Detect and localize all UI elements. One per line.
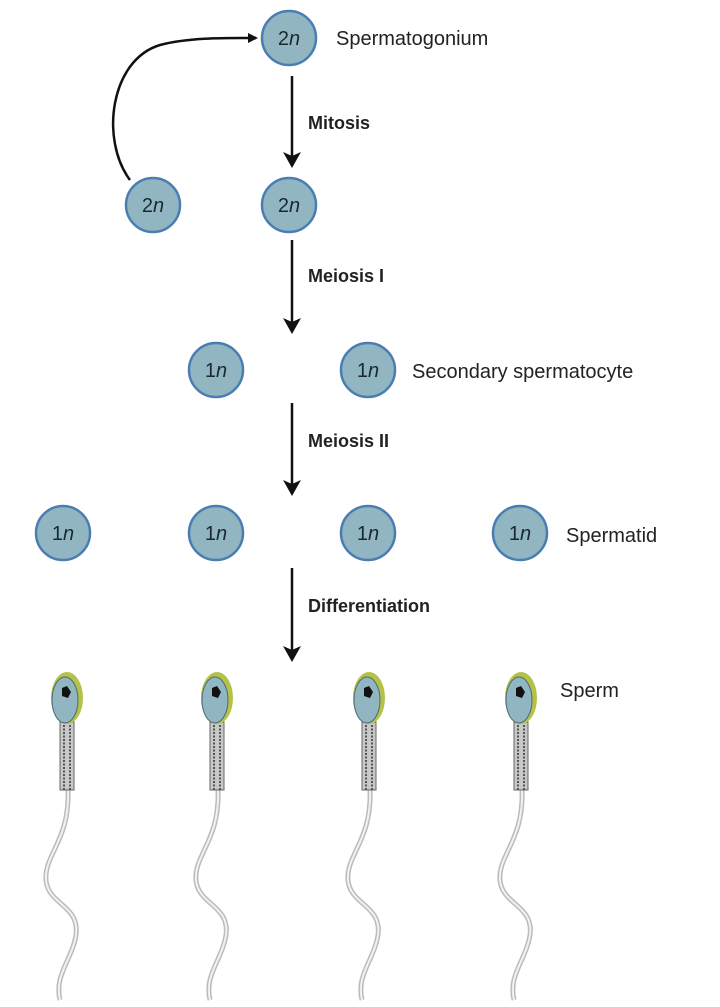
cell-row4-2: 1n (339, 504, 397, 562)
step-differentiation: Differentiation (308, 596, 430, 616)
step-meiosis-1: Meiosis I (308, 266, 384, 286)
svg-text:2n: 2n (278, 28, 300, 50)
step-meiosis-2: Meiosis II (308, 431, 389, 451)
svg-text:1n: 1n (357, 523, 379, 545)
svg-text:1n: 1n (509, 523, 531, 545)
sperm-0 (46, 672, 83, 1000)
cell-row3-1: 1n (339, 341, 397, 399)
svg-text:1n: 1n (205, 360, 227, 382)
sperm-2 (348, 672, 385, 1000)
label-secondary-spermatocyte: Secondary spermatocyte (412, 361, 633, 383)
svg-text:1n: 1n (357, 360, 379, 382)
cell-row4-1: 1n (187, 504, 245, 562)
cell-row2-0: 2n (124, 176, 182, 234)
svg-text:1n: 1n (52, 523, 74, 545)
sperm-1 (196, 672, 233, 1000)
svg-text:2n: 2n (278, 195, 300, 217)
cell-row3-0: 1n (187, 341, 245, 399)
step-mitosis: Mitosis (308, 113, 370, 133)
label-spermatogonium: Spermatogonium (336, 28, 488, 50)
label-spermatid: Spermatid (566, 525, 657, 547)
label-sperm: Sperm (560, 680, 619, 702)
svg-text:1n: 1n (205, 523, 227, 545)
cell-row2-1: 2n (260, 176, 318, 234)
cell-spermatogonium: 2n (260, 9, 318, 67)
self-renewal-arrow (111, 32, 258, 181)
svg-text:2n: 2n (142, 195, 164, 217)
cell-row4-3: 1n (491, 504, 549, 562)
sperm-3 (500, 672, 537, 1000)
cell-row4-0: 1n (34, 504, 92, 562)
